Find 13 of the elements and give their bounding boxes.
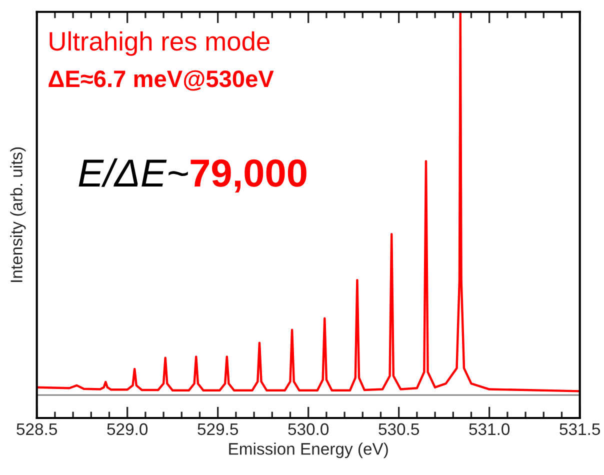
x-tick-label: 529.5 [198,423,238,436]
x-tick-label: 528.5 [16,423,57,436]
x-axis-title: Emission Energy (eV) [229,442,388,458]
x-tick-label: 530.5 [378,423,419,436]
annotation: ΔE≈6.7 meV@530eV [48,70,274,91]
annotation: 79,000 [190,159,306,193]
x-tick-label: 531.5 [560,423,600,436]
x-tick-label: 529.0 [107,423,148,436]
x-tick-label: 531.0 [469,423,510,436]
x-tick-label: 530.0 [288,423,329,436]
annotation: E/ΔE~ [78,158,188,187]
y-axis-title: Intensity (arb. uits) [10,147,26,282]
annotation: Ultrahigh res mode [50,31,270,56]
